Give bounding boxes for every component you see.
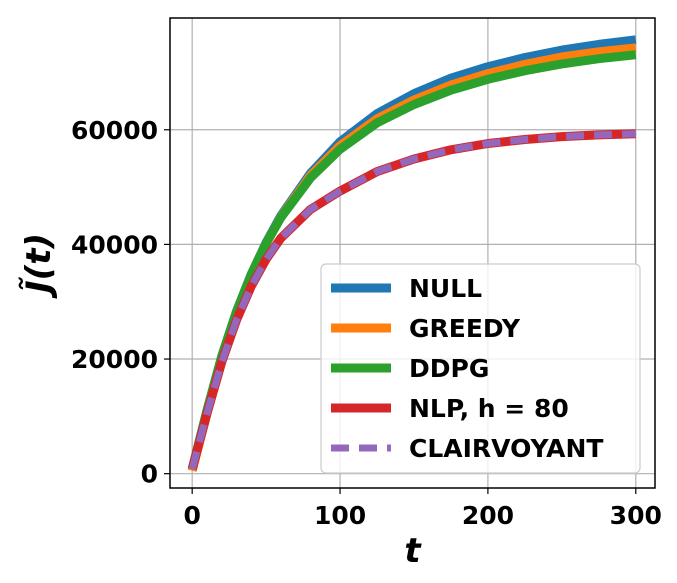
x-axis-label: t [404, 531, 422, 571]
series-lines [187, 35, 637, 472]
series-line-clairvoyant [188, 130, 636, 471]
legend-label: CLAIRVOYANT [409, 434, 603, 463]
y-tick-label: 40000 [71, 230, 158, 259]
x-tick-label: 0 [183, 501, 200, 530]
legend-box [320, 263, 641, 474]
y-tick-label: 0 [141, 460, 158, 489]
y-axis-label: J̃(t) [19, 233, 59, 299]
plot-frame [169, 17, 656, 489]
legend: NULL GREEDY DDPG NLP, h = 80 CLAIRVOYANT [320, 263, 641, 474]
x-tick-label: 300 [610, 501, 662, 530]
legend-label: DDPG [409, 354, 489, 383]
legend-label: NULL [409, 274, 482, 303]
legend-label: NLP, h = 80 [409, 394, 569, 423]
x-tick-label: 100 [314, 501, 366, 530]
legend-label: GREEDY [409, 314, 521, 343]
y-tick-label: 60000 [71, 116, 158, 145]
axis-ticks: 0 100 200 300 0 20000 40000 60000 [71, 116, 662, 530]
x-tick-label: 200 [462, 501, 514, 530]
y-tick-label: 20000 [71, 345, 158, 374]
